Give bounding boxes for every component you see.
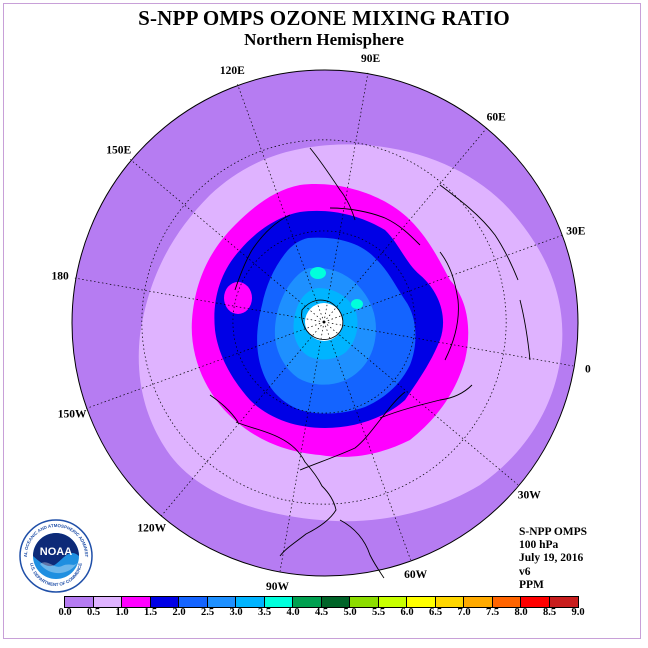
colorbar-tick-label: 0.5 xyxy=(86,607,101,618)
colorbar-tick-label: 8.0 xyxy=(514,607,528,618)
russia-coast xyxy=(329,207,421,246)
longitude-label: 180 xyxy=(51,270,69,282)
noaa-logo-text: NOAA xyxy=(40,546,72,558)
map-subtitle: Northern Hemisphere xyxy=(244,30,404,49)
ozone-pocket-siberia xyxy=(224,282,252,314)
colorbar-swatch xyxy=(549,597,578,607)
colorbar-tick-label: 7.5 xyxy=(485,607,500,618)
north-america-coast xyxy=(235,421,337,557)
colorbar-tick-label: 6.0 xyxy=(400,607,414,618)
longitude-label: 60W xyxy=(404,569,428,581)
colorbar-swatch xyxy=(293,597,322,607)
colorbar-swatch xyxy=(236,597,265,607)
colorbar-tick-label: 9.0 xyxy=(571,607,585,618)
arctic-islands xyxy=(301,299,344,340)
greenland-coast xyxy=(379,384,473,419)
colorbar-tick-label: 1.5 xyxy=(143,607,158,618)
coastlines xyxy=(209,147,531,579)
map-title: S-NPP OMPS OZONE MIXING RATIO xyxy=(138,6,510,30)
colorbar-swatch xyxy=(407,597,436,607)
colorbar xyxy=(64,596,579,608)
atlantic-coast xyxy=(299,391,406,471)
longitude-label: 120E xyxy=(220,65,245,77)
colorbar-swatch xyxy=(264,597,293,607)
colorbar-tick-label: 6.5 xyxy=(428,607,443,618)
colorbar-tick-label: 4.0 xyxy=(286,607,300,618)
india-coast xyxy=(309,147,356,221)
units-label: PPM xyxy=(519,578,544,591)
colorbar-swatch xyxy=(435,597,464,607)
figure-frame xyxy=(3,3,641,639)
colorbar-tick-label: 3.5 xyxy=(257,607,272,618)
colorbar-tick-label: 3.0 xyxy=(229,607,243,618)
latitude-circle xyxy=(232,230,416,414)
colorbar-ticks: 0.0 0.5 1.0 1.5 2.0 2.5 3.0 3.5 4.0 4.5 5.0 5.5 6.0 6… xyxy=(0,607,648,623)
instrument-label: S-NPP OMPS xyxy=(519,526,588,538)
colorbar-tick-label: 7.0 xyxy=(457,607,471,618)
longitude-label: 120W xyxy=(137,522,166,534)
colorbar-tick-label: 8.5 xyxy=(542,607,557,618)
longitude-label: 150W xyxy=(58,409,87,421)
colorbar-swatch xyxy=(350,597,379,607)
noaa-logo: NOAA NATIONAL OCEANIC AND ATMOSPHERIC AD… xyxy=(18,518,93,593)
colorbar-tick-label: 1.0 xyxy=(115,607,129,618)
colorbar-swatch xyxy=(150,597,179,607)
info-block: S-NPP OMPS 100 hPa July 19, 2016 v6 PPM xyxy=(519,526,587,592)
graticule xyxy=(74,72,574,572)
colorbar-swatch xyxy=(122,597,151,607)
africa-west-coast xyxy=(519,299,531,361)
colorbar-swatch xyxy=(207,597,236,607)
longitude-label: 150E xyxy=(106,145,131,157)
colorbar-swatch xyxy=(65,597,94,607)
date-label: July 19, 2016 xyxy=(519,552,584,565)
colorbar-swatch xyxy=(93,597,122,607)
colorbar-tick-label: 2.0 xyxy=(172,607,186,618)
colorbar-swatch xyxy=(378,597,407,607)
europe-coast xyxy=(439,251,459,361)
colorbar-tick-label: 4.5 xyxy=(314,607,329,618)
longitude-label: 30W xyxy=(518,489,542,501)
longitude-label: 30E xyxy=(566,225,586,237)
east-asia-coast xyxy=(234,214,291,291)
ozone-pocket-greenland xyxy=(351,299,363,309)
longitude-label: 0 xyxy=(585,364,591,376)
longitude-labels: 90E 60E 30E 0 30W 60W 90W 120W 150W 180 150E 120E xyxy=(51,53,591,593)
colorbar-swatch xyxy=(179,597,208,607)
colorbar-tick-label: 2.5 xyxy=(200,607,215,618)
colorbar-swatch xyxy=(521,597,550,607)
version-label: v6 xyxy=(519,565,531,578)
longitude-label: 90W xyxy=(266,581,290,593)
colorbar-tick-label: 5.5 xyxy=(371,607,386,618)
south-america-coast xyxy=(339,519,385,579)
colorbar-swatch xyxy=(321,597,350,607)
colorbar-tick-label: 5.0 xyxy=(343,607,357,618)
pressure-level-label: 100 hPa xyxy=(519,539,559,552)
africa-arabia-coast xyxy=(439,184,519,281)
colorbar-swatch xyxy=(492,597,521,607)
longitude-label: 60E xyxy=(487,112,507,124)
longitude-label: 90E xyxy=(361,53,381,65)
alaska-coast xyxy=(209,394,239,423)
colorbar-tick-label: 0.0 xyxy=(58,607,72,618)
map-boundary xyxy=(71,69,579,577)
latitude-circle xyxy=(141,139,507,505)
colorbar-swatch xyxy=(464,597,493,607)
ozone-pocket-arctic xyxy=(310,267,326,279)
